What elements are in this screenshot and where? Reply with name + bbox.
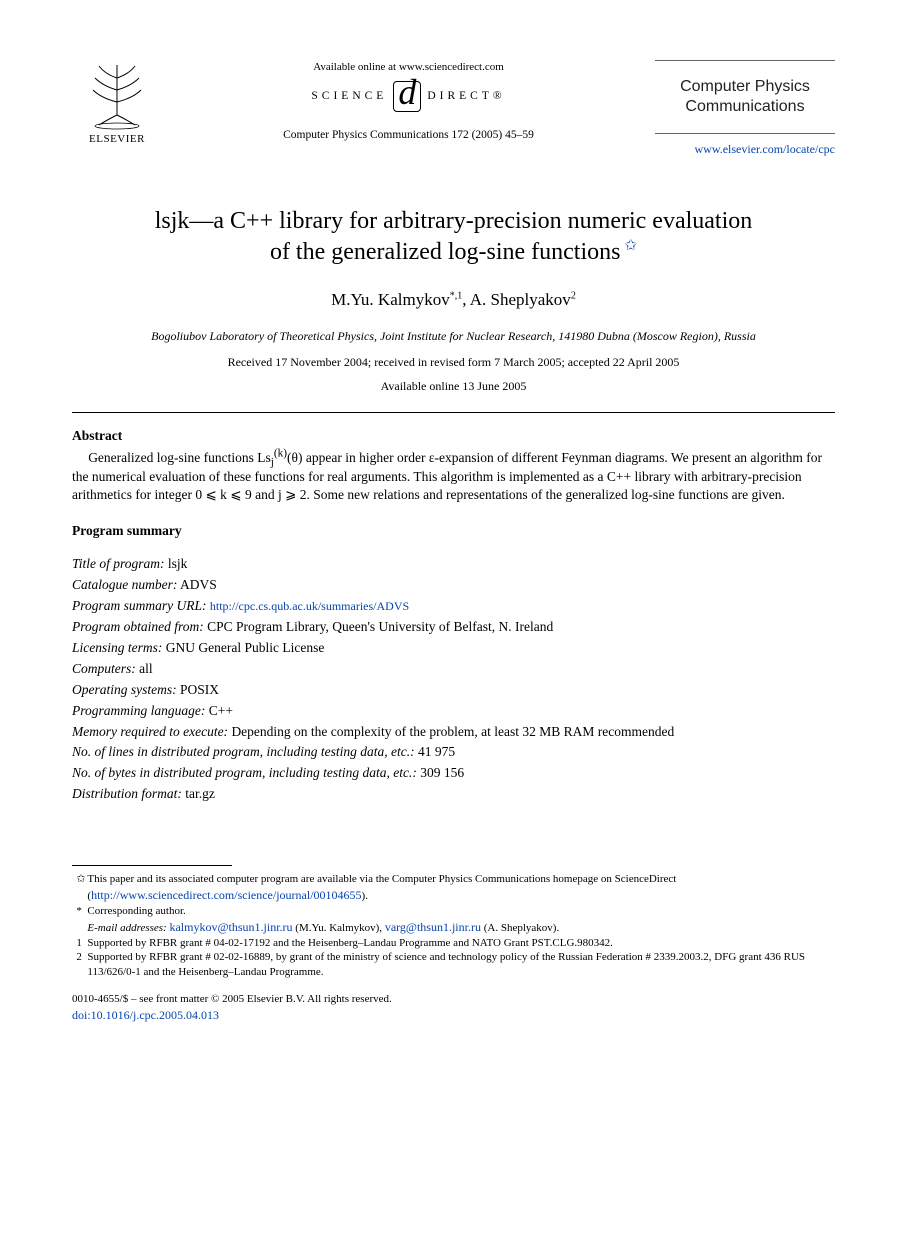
sciencedirect-logo: SCIENCE d DIRECT® (311, 81, 505, 113)
journal-homepage-link[interactable]: www.elsevier.com/locate/cpc (695, 142, 836, 156)
footnote-star-link[interactable]: http://www.sciencedirect.com/science/jou… (91, 888, 361, 902)
footnote-star: ✩This paper and its associated computer … (72, 872, 835, 904)
summary-lang-label: Programming language: (72, 703, 205, 718)
publisher-logo-block: ELSEVIER (72, 60, 162, 147)
author-sep: , (462, 290, 470, 309)
footnote-corr-text: Corresponding author. (87, 905, 185, 917)
author-1-marks: *,1 (450, 290, 463, 301)
author-2-email-who: (A. Sheplyakov). (481, 922, 559, 934)
summary-obt-label: Program obtained from: (72, 619, 204, 634)
summary-catalogue: Catalogue number: ADVS (72, 575, 835, 596)
summary-cat-label: Catalogue number: (72, 577, 177, 592)
elsevier-tree-icon (87, 60, 147, 130)
summary-fmt-value: tar.gz (182, 786, 215, 801)
summary-lines: No. of lines in distributed program, inc… (72, 742, 835, 763)
paper-header: ELSEVIER Available online at www.science… (72, 60, 835, 158)
summary-lic-label: Licensing terms: (72, 640, 162, 655)
summary-os-value: POSIX (177, 682, 219, 697)
summary-title-label: Title of program: (72, 556, 165, 571)
manuscript-dates: Received 17 November 2004; received in r… (72, 354, 835, 370)
abstract-text: Generalized log-sine functions Lsj(k)(θ)… (72, 449, 835, 504)
footnote-1-symbol: 1 (76, 936, 87, 951)
summary-bytes-value: 309 156 (417, 765, 464, 780)
author-1-name: M.Yu. Kalmykov (331, 290, 450, 309)
footnote-corr-symbol: * (76, 904, 87, 919)
summary-url-link[interactable]: http://cpc.cs.qub.ac.uk/summaries/ADVS (210, 599, 409, 613)
author-1-email-who: (M.Yu. Kalmykov), (293, 922, 385, 934)
summary-mem-label: Memory required to execute: (72, 724, 228, 739)
summary-bytes-label: No. of bytes in distributed program, inc… (72, 765, 417, 780)
title-line1: lsjk—a C++ library for arbitrary-precisi… (155, 208, 753, 234)
journal-title-line1: Computer Physics (655, 77, 835, 97)
footnote-star-symbol: ✩ (76, 872, 87, 887)
summary-cat-value: ADVS (177, 577, 216, 592)
summary-bytes: No. of bytes in distributed program, inc… (72, 763, 835, 784)
author-2-marks: 2 (571, 290, 576, 301)
title-line2: of the generalized log-sine functions (270, 239, 621, 265)
summary-licensing: Licensing terms: GNU General Public Lice… (72, 638, 835, 659)
affiliation: Bogoliubov Laboratory of Theoretical Phy… (72, 328, 835, 344)
summary-obtained: Program obtained from: CPC Program Libra… (72, 617, 835, 638)
copyright-footer: 0010-4655/$ – see front matter © 2005 El… (72, 992, 835, 1024)
footnote-2: 2Supported by RFBR grant # 02-02-16889, … (72, 950, 835, 980)
summary-lic-value: GNU General Public License (162, 640, 324, 655)
copyright-line: 0010-4655/$ – see front matter © 2005 El… (72, 992, 835, 1007)
summary-lines-label: No. of lines in distributed program, inc… (72, 744, 415, 759)
journal-title-line2: Communications (655, 97, 835, 117)
summary-title: Title of program: lsjk (72, 554, 835, 575)
doi-link[interactable]: doi:10.1016/j.cpc.2005.04.013 (72, 1008, 219, 1022)
footnote-star-text-post: ). (362, 890, 368, 902)
summary-title-value: lsjk (165, 556, 188, 571)
horizontal-rule (72, 412, 835, 413)
footnote-1: 1Supported by RFBR grant # 04-02-17192 a… (72, 936, 835, 951)
summary-url: Program summary URL: http://cpc.cs.qub.a… (72, 596, 835, 617)
summary-lines-value: 41 975 (415, 744, 456, 759)
summary-mem-value: Depending on the complexity of the probl… (228, 724, 674, 739)
sd-text-right: DIRECT® (427, 89, 505, 105)
summary-format: Distribution format: tar.gz (72, 784, 835, 805)
author-1-email-link[interactable]: kalmykov@thsun1.jinr.ru (169, 920, 292, 934)
summary-lang: Programming language: C++ (72, 701, 835, 722)
footnote-2-symbol: 2 (76, 950, 87, 965)
paper-title: lsjk—a C++ library for arbitrary-precisi… (72, 206, 835, 268)
sd-text-left: SCIENCE (311, 89, 387, 105)
program-summary-heading: Program summary (72, 522, 835, 540)
summary-os-label: Operating systems: (72, 682, 177, 697)
summary-fmt-label: Distribution format: (72, 786, 182, 801)
available-online-date: Available online 13 June 2005 (72, 378, 835, 394)
center-header: Available online at www.sciencedirect.co… (162, 60, 655, 144)
summary-computers: Computers: all (72, 659, 835, 680)
sciencedirect-d-icon: d (393, 81, 421, 113)
summary-url-label: Program summary URL: (72, 598, 207, 613)
title-footnote-star-icon: ✩ (624, 238, 637, 254)
footnote-rule (72, 865, 232, 866)
author-2-email-link[interactable]: varg@thsun1.jinr.ru (385, 920, 481, 934)
author-2-name: A. Sheplyakov (470, 290, 571, 309)
summary-comp-label: Computers: (72, 661, 136, 676)
summary-comp-value: all (136, 661, 153, 676)
elsevier-label: ELSEVIER (89, 132, 145, 147)
footnote-corresponding: *Corresponding author. (72, 904, 835, 919)
footnote-1-text: Supported by RFBR grant # 04-02-17192 an… (87, 937, 613, 949)
footnote-2-text: Supported by RFBR grant # 02-02-16889, b… (87, 951, 805, 978)
summary-obt-value: CPC Program Library, Queen's University … (204, 619, 553, 634)
citation-line: Computer Physics Communications 172 (200… (283, 128, 534, 144)
ls-symbol: j(k) (271, 450, 287, 465)
ls-arg: (θ) (287, 450, 302, 465)
email-label: E-mail addresses: (87, 922, 166, 934)
footnote-emails: E-mail addresses: kalmykov@thsun1.jinr.r… (72, 919, 835, 936)
ls-sup: (k) (274, 448, 287, 460)
summary-memory: Memory required to execute: Depending on… (72, 722, 835, 743)
author-list: M.Yu. Kalmykov*,1, A. Sheplyakov2 (72, 289, 835, 312)
abstract-pre: Generalized log-sine functions Ls (88, 450, 271, 465)
abstract-heading: Abstract (72, 427, 835, 445)
summary-lang-value: C++ (205, 703, 233, 718)
summary-os: Operating systems: POSIX (72, 680, 835, 701)
journal-title-block: Computer Physics Communications www.else… (655, 60, 835, 158)
